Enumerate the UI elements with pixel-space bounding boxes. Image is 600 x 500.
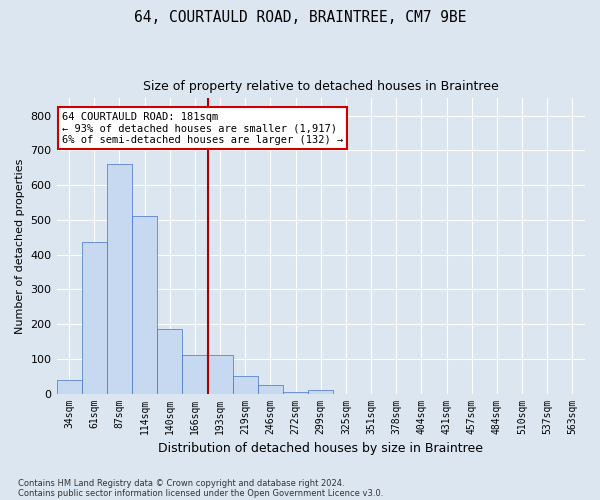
Text: 64, COURTAULD ROAD, BRAINTREE, CM7 9BE: 64, COURTAULD ROAD, BRAINTREE, CM7 9BE	[134, 10, 466, 25]
X-axis label: Distribution of detached houses by size in Braintree: Distribution of detached houses by size …	[158, 442, 483, 455]
Bar	[107, 164, 132, 394]
Bar	[132, 216, 157, 394]
Text: Contains public sector information licensed under the Open Government Licence v3: Contains public sector information licen…	[18, 488, 383, 498]
Y-axis label: Number of detached properties: Number of detached properties	[15, 158, 25, 334]
Bar	[208, 356, 233, 394]
Bar	[157, 330, 182, 394]
Bar	[283, 392, 308, 394]
Bar	[233, 376, 258, 394]
Text: Contains HM Land Registry data © Crown copyright and database right 2024.: Contains HM Land Registry data © Crown c…	[18, 478, 344, 488]
Bar	[56, 380, 82, 394]
Text: 64 COURTAULD ROAD: 181sqm
← 93% of detached houses are smaller (1,917)
6% of sem: 64 COURTAULD ROAD: 181sqm ← 93% of detac…	[62, 112, 343, 145]
Bar	[308, 390, 334, 394]
Title: Size of property relative to detached houses in Braintree: Size of property relative to detached ho…	[143, 80, 499, 93]
Bar	[82, 242, 107, 394]
Bar	[182, 356, 208, 394]
Bar	[258, 385, 283, 394]
